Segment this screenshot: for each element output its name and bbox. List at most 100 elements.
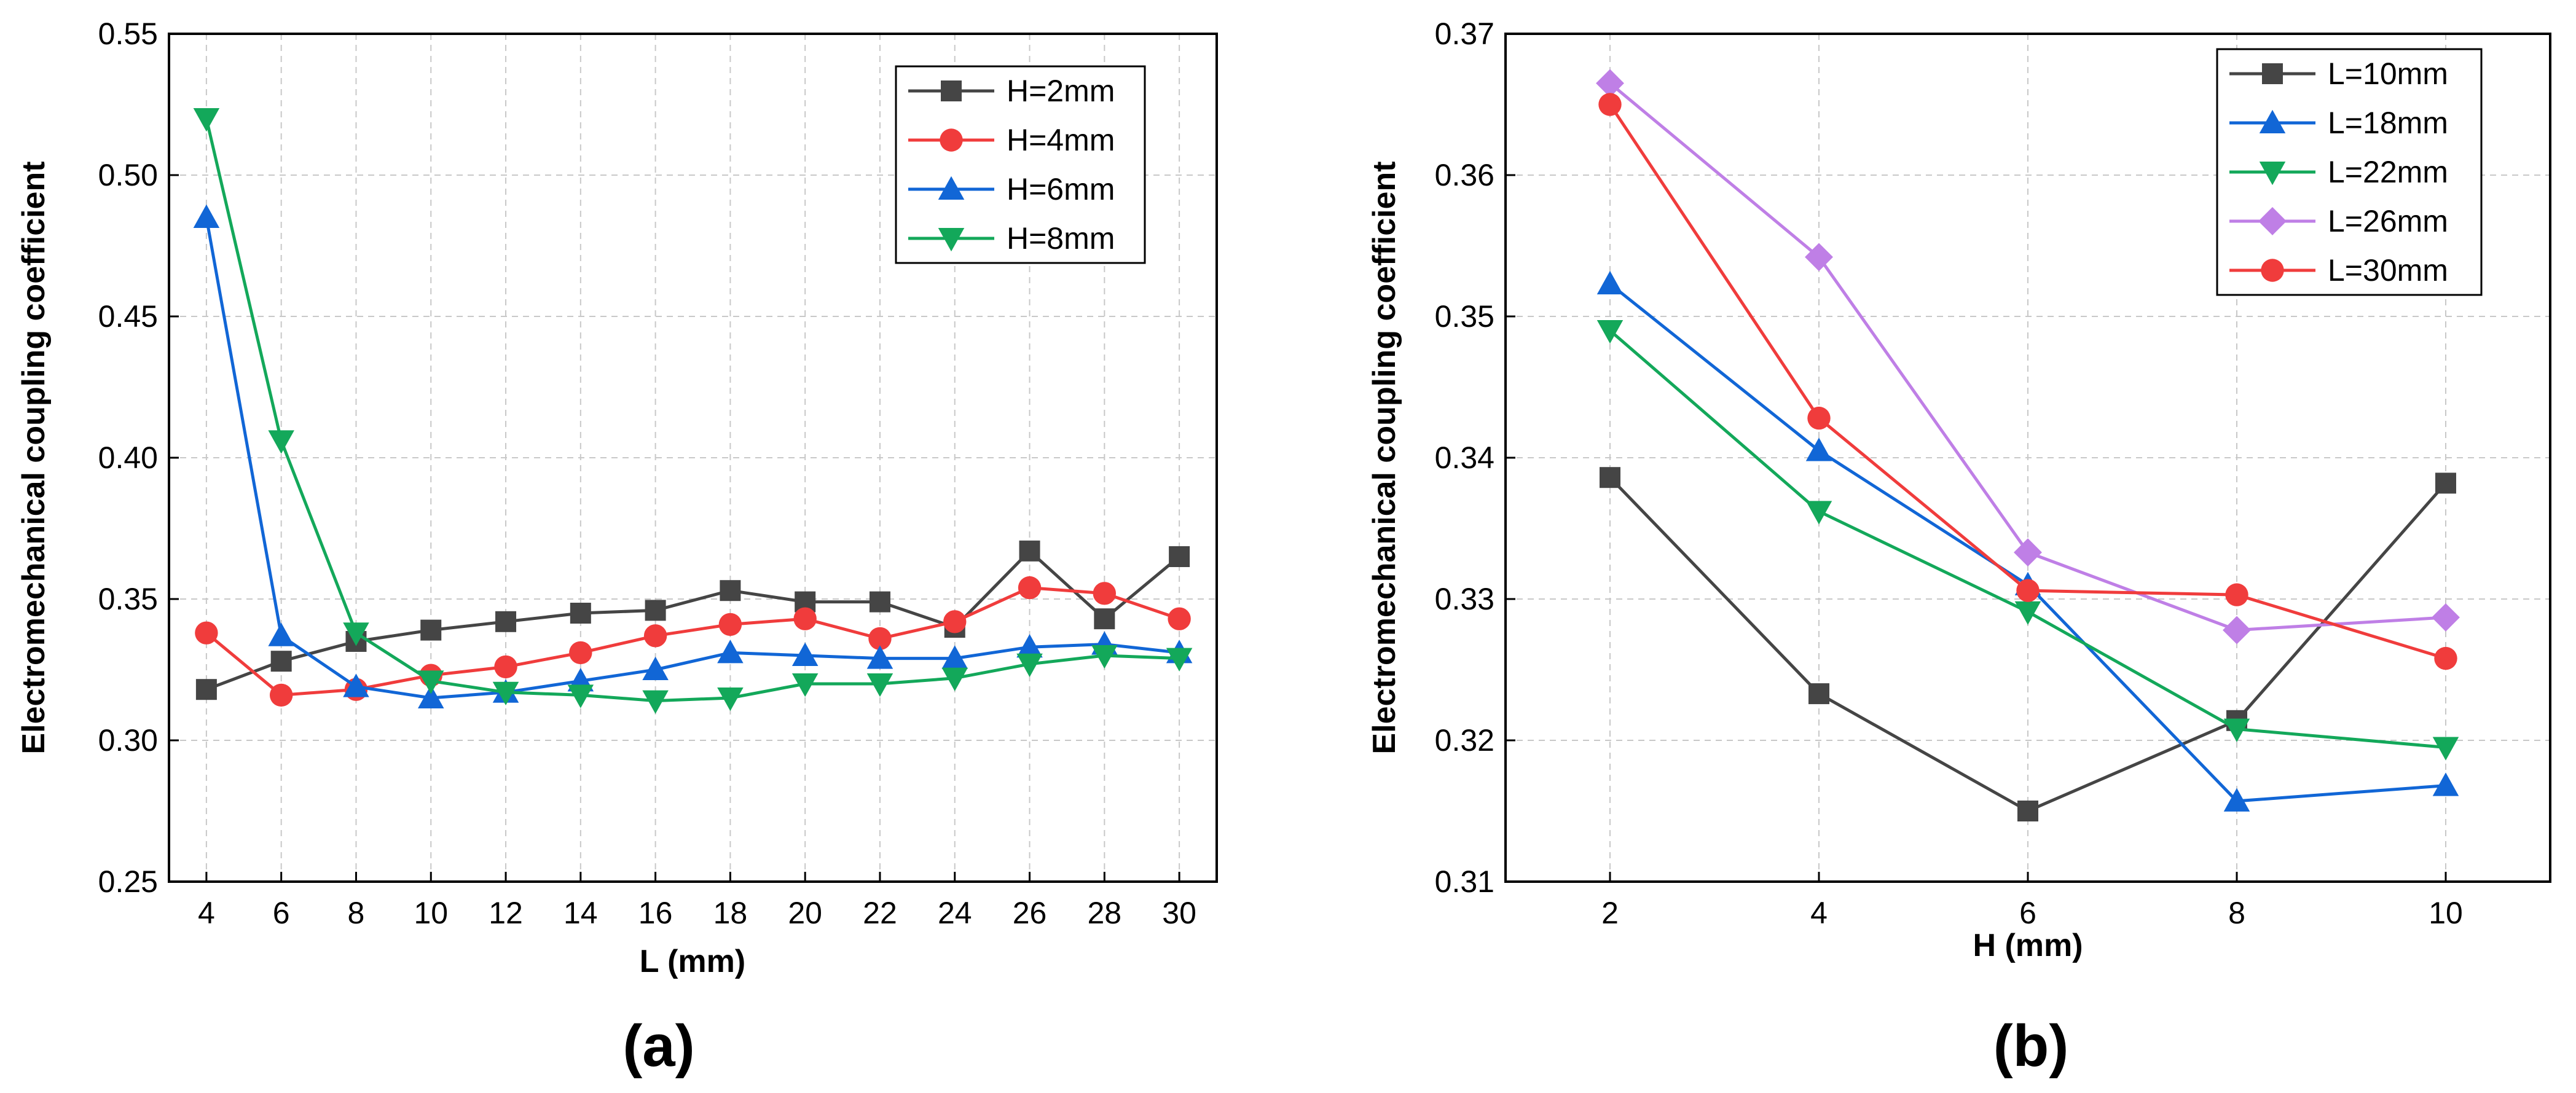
- chart-b-data-point: [1596, 320, 1624, 344]
- chart-b-data-point: [2014, 601, 2041, 625]
- chart-a-y-tick-label: 0.55: [98, 17, 158, 51]
- chart-a-x-tick-label: 26: [1013, 896, 1047, 930]
- chart-a-data-point: [269, 683, 293, 707]
- chart-a-data-point: [1016, 653, 1043, 678]
- chart-b-y-tick-label: 0.31: [1435, 864, 1494, 899]
- chart-b-legend-label: L=10mm: [2328, 57, 2448, 91]
- chart-b-legend-entry: L=10mm: [2229, 57, 2448, 91]
- chart-a-data-point: [567, 684, 594, 708]
- chart-b-data-point: [2017, 801, 2038, 821]
- chart-a-data-point: [418, 684, 444, 708]
- chart-a-data-point: [492, 681, 519, 706]
- chart-a-data-point: [494, 655, 517, 679]
- chart-a-legend-label: H=2mm: [1007, 74, 1115, 108]
- chart-a-data-point: [643, 624, 667, 648]
- chart-a-data-point: [1169, 546, 1190, 567]
- chart-a-x-tick-label: 4: [198, 896, 215, 930]
- chart-a-y-tick-label: 0.30: [98, 723, 158, 758]
- chart-a-data-point: [270, 651, 292, 672]
- chart-a-data-point: [791, 642, 819, 666]
- chart-a-x-axis-title: L (mm): [640, 944, 745, 979]
- chart-a-data-point: [195, 679, 217, 700]
- chart-a-data-point: [866, 673, 893, 697]
- chart-b-data-point: [1600, 467, 1620, 488]
- chart-a-x-tick-label: 18: [713, 896, 748, 930]
- chart-a-data-point: [193, 108, 220, 132]
- chart-b-x-tick-label: 8: [2228, 896, 2245, 930]
- chart-b-y-tick-label: 0.32: [1435, 723, 1494, 758]
- chart-a-data-point: [717, 640, 744, 664]
- chart-b-data-point: [2014, 538, 2042, 567]
- chart-b-legend-marker: [2262, 63, 2283, 84]
- chart-a-x-tick-label: 12: [489, 896, 523, 930]
- chart-b-panel-label: (b): [1993, 1013, 2069, 1079]
- chart-a-data-point: [868, 627, 892, 651]
- chart-b-data-point: [1805, 501, 1832, 525]
- chart-a-data-point: [1166, 648, 1193, 672]
- chart-a-legend-entry: H=2mm: [908, 74, 1115, 108]
- chart-a-data-point: [268, 622, 294, 646]
- chart-a-data-point: [943, 610, 967, 633]
- chart-a-legend-label: H=4mm: [1007, 123, 1115, 157]
- chart-b: 2 4 6 8 10 0.31 0.32 0.33 0.34 0.35 0.36 0.37 L=10m…: [1367, 17, 2551, 1079]
- chart-a-data-point: [569, 641, 592, 665]
- chart-a-data-point: [1168, 607, 1191, 630]
- chart-a-legend-entry: H=8mm: [908, 221, 1115, 256]
- chart-a-series-3: [193, 108, 1193, 714]
- chart-a-data-point: [642, 656, 669, 680]
- chart-a-data-point: [195, 621, 218, 644]
- chart-a-legend-label: H=6mm: [1007, 172, 1115, 206]
- chart-b-data-point: [2223, 788, 2250, 812]
- chart-a-x-tick-label: 8: [348, 896, 365, 930]
- chart-b-legend-entry: L=22mm: [2229, 155, 2448, 189]
- chart-a-legend-entry: H=6mm: [908, 172, 1115, 206]
- chart-a-x-tick-label: 16: [638, 896, 673, 930]
- chart-b-data-point: [2223, 718, 2250, 742]
- chart-a-data-point: [1094, 608, 1115, 630]
- chart-a-y-tick-label: 0.50: [98, 158, 158, 192]
- chart-a-data-point: [343, 622, 369, 646]
- chart-a-y-axis-title: Electromechanical coupling coefficient: [16, 161, 52, 754]
- chart-a-series-line: [205, 217, 1180, 700]
- chart-b-data-point: [2432, 772, 2459, 796]
- chart-a: 4 6 8 10 12 14 16 18 20 22 24 26 28 30 0.25 0.30 0.35 0.4…: [16, 17, 1218, 1079]
- chart-b-legend-label: L=30mm: [2328, 253, 2448, 288]
- chart-a-data-point: [1093, 582, 1117, 605]
- chart-b-x-tick-label: 2: [1601, 896, 1619, 930]
- chart-b-legend-entry: L=30mm: [2229, 253, 2448, 288]
- chart-b-data-point: [2225, 583, 2248, 606]
- chart-b-data-point: [2434, 646, 2457, 670]
- chart-b-x-tick-label: 4: [1810, 896, 1828, 930]
- chart-b-data-point: [1596, 69, 1624, 98]
- chart-a-data-point: [941, 645, 968, 669]
- chart-b-legend-marker: [2259, 162, 2286, 186]
- chart-a-data-point: [495, 611, 517, 632]
- chart-b-y-axis-title: Electromechanical coupling coefficient: [1367, 161, 1402, 754]
- chart-b-legend-entry: L=26mm: [2229, 204, 2448, 238]
- chart-a-data-point: [793, 607, 817, 630]
- chart-b-legend-label: L=26mm: [2328, 204, 2448, 238]
- chart-b-series-4: [1598, 93, 2457, 670]
- chart-a-data-point: [718, 613, 742, 637]
- chart-a-legend-entry: H=4mm: [908, 123, 1115, 157]
- chart-b-data-point: [1598, 93, 1622, 116]
- chart-b-y-tick-label: 0.34: [1435, 441, 1494, 475]
- chart-b-data-point: [1807, 406, 1831, 430]
- chart-b-y-tick-label: 0.35: [1435, 299, 1494, 334]
- chart-a-x-tick-label: 6: [273, 896, 290, 930]
- chart-a-legend-marker: [938, 176, 965, 200]
- chart-a-data-point: [645, 600, 666, 621]
- chart-b-series: [1596, 69, 2460, 821]
- chart-a-data-point: [1018, 576, 1042, 600]
- chart-b-x-tick-label: 10: [2429, 896, 2463, 930]
- chart-a-data-point: [941, 667, 968, 692]
- chart-a-data-point: [642, 690, 669, 714]
- chart-b-data-point: [1808, 683, 1829, 705]
- chart-b-x-axis-title: H (mm): [1973, 928, 2083, 963]
- chart-a-legend-box: [895, 65, 1146, 264]
- chart-a-y-tick-label: 0.25: [98, 864, 158, 899]
- chart-a-data-point: [1091, 645, 1118, 669]
- chart-a-data-point: [866, 645, 893, 669]
- chart-a-legend-label: H=8mm: [1007, 221, 1115, 256]
